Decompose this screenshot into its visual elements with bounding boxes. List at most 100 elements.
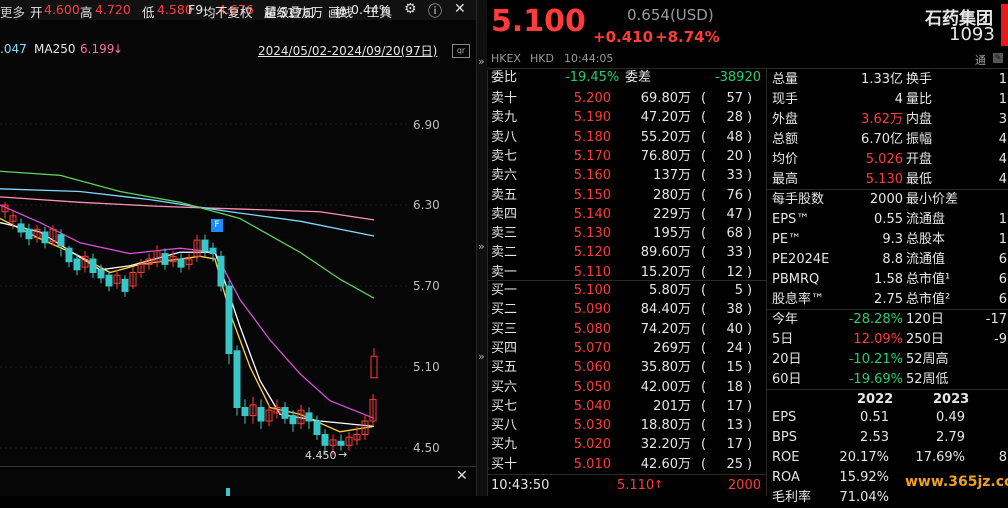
date-range[interactable]: 2024/05/02-2024/09/20(97日)	[258, 44, 438, 58]
order-row[interactable]: 卖四 5.140 229万 (47)	[487, 205, 767, 225]
paren-open: (	[701, 206, 707, 222]
stat-value: 8.8	[882, 252, 903, 267]
order-row[interactable]: 买九 5.020 32.20万 (17)	[487, 435, 767, 455]
order-row[interactable]: 买四 5.070 269万 (24)	[487, 339, 767, 359]
fin-value: 0.51	[860, 410, 889, 425]
candle-body	[209, 247, 217, 255]
candle-body	[9, 215, 17, 222]
low-label: 低	[142, 5, 155, 20]
order-row[interactable]: 买十 5.010 42.60万 (25)	[487, 455, 767, 475]
help-icon[interactable]: ⓘ	[428, 4, 442, 20]
panel-splitter[interactable]: » » »	[476, 0, 488, 496]
fin-value: 15.92%	[839, 470, 889, 485]
last-price: 5.100	[491, 4, 586, 39]
paren-close: )	[747, 340, 753, 356]
candle-body	[121, 278, 129, 292]
close-icon[interactable]: ✕	[454, 1, 466, 17]
ask-count: 33	[726, 245, 743, 261]
order-row[interactable]: 买一 5.100 5.80万 (5)	[487, 281, 767, 301]
order-row[interactable]: 卖十 5.200 69.80万 (57)	[487, 89, 767, 109]
adjust-icon[interactable]: qr	[452, 44, 470, 58]
ma250-line	[0, 196, 375, 221]
chart-menu: F9 不复权 超级叠加 画线 工具 ⚙ ⓘ ✕	[0, 0, 476, 20]
ask-label: 卖三	[491, 226, 518, 242]
order-row[interactable]: 卖八 5.180 55.20万 (48)	[487, 128, 767, 148]
expand-icon[interactable]: »	[478, 350, 485, 363]
stat-label-2: 最小价差	[906, 192, 959, 207]
candle-body	[321, 434, 329, 446]
bid-label: 买五	[491, 360, 518, 376]
order-row[interactable]: 卖六 5.160 137万 (33)	[487, 166, 767, 186]
order-row[interactable]: 买二 5.090 84.40万 (38)	[487, 300, 767, 320]
order-row[interactable]: 卖五 5.150 280万 (76)	[487, 186, 767, 206]
divider	[487, 474, 766, 475]
webi-value: -19.45%	[565, 70, 620, 85]
order-row[interactable]: 卖一 5.110 15.20万 (12)	[487, 263, 767, 283]
order-row[interactable]: 买五 5.060 35.80万 (15)	[487, 358, 767, 378]
order-row[interactable]: 买三 5.080 74.20万 (40)	[487, 320, 767, 340]
connect-label: 通	[975, 54, 986, 67]
more-menu[interactable]: 更多	[0, 5, 26, 20]
stat-row: 均价 5.026 开盘 4	[769, 150, 1008, 170]
bid-label: 买八	[491, 418, 518, 434]
stat-label: 今年	[772, 312, 799, 327]
open-value: 4.600	[44, 2, 80, 17]
candle-body	[217, 255, 225, 287]
close-icon[interactable]: ✕	[456, 468, 468, 484]
ask-volume: 89.60万	[640, 245, 691, 261]
bid-volume: 18.80万	[640, 418, 691, 434]
quote-header: 5.100 0.654(USD) +0.410 +8.74% 石药集团 1093…	[487, 0, 1008, 70]
fin-label: ROE	[772, 450, 800, 465]
bid-volume: 5.80万	[649, 283, 691, 298]
order-row[interactable]: 卖七 5.170 76.80万 (20)	[487, 147, 767, 167]
gear-icon[interactable]: ⚙	[404, 1, 417, 17]
adjust-menu[interactable]: 不复权	[215, 5, 253, 20]
candle-body	[337, 440, 345, 446]
ask-volume: 195万	[653, 226, 691, 242]
expand-icon[interactable]: »	[478, 240, 485, 253]
order-row[interactable]: 卖三 5.130 195万 (68)	[487, 224, 767, 244]
order-row[interactable]: 买六 5.050 42.00万 (18)	[487, 378, 767, 398]
fin-value: 20.17%	[839, 450, 889, 465]
candle-body	[89, 258, 97, 273]
order-row[interactable]: 买七 5.040 201万 (17)	[487, 397, 767, 417]
ma5-line	[0, 217, 375, 433]
ask-price: 5.170	[573, 148, 611, 164]
paren-open: (	[701, 418, 707, 434]
candle-body	[257, 407, 265, 422]
stat-label-2: 振幅	[906, 132, 933, 147]
stat-row: 最高 5.130 最低 4	[769, 170, 1008, 190]
draw-menu[interactable]: 画线	[328, 5, 354, 20]
turnover-value: 0.44%	[351, 2, 391, 17]
expand-icon[interactable]: »	[478, 55, 485, 68]
stat-row: PBMRQ 1.58 总市值¹ 6	[769, 270, 1008, 290]
wecha-label: 委差	[625, 70, 652, 85]
order-row[interactable]: 买八 5.030 18.80万 (13)	[487, 416, 767, 436]
ask-count: 76	[726, 187, 743, 203]
ask-count: 28	[726, 110, 743, 126]
candle-body	[145, 258, 153, 265]
stat-label: 总量	[772, 72, 799, 87]
paren-open: (	[701, 91, 707, 106]
order-row[interactable]: 委比 -19.45% 委差 -38920	[487, 68, 767, 88]
ask-volume: 55.20万	[640, 129, 691, 145]
candle-body	[177, 258, 185, 268]
tools-menu[interactable]: 工具	[367, 5, 393, 20]
order-row[interactable]: 10:43:50 5.110 2000	[487, 476, 767, 496]
kline-chart[interactable]: 更多 开 4.600 高 4.720 低 4.580 均 4.676 量 517…	[0, 0, 476, 496]
f9-button[interactable]: F9	[188, 2, 204, 17]
stat-value-2: 1	[998, 72, 1007, 87]
stat-row: 每手股数 2000 最小价差	[769, 190, 1008, 210]
order-row[interactable]: 卖九 5.190 47.20万 (28)	[487, 108, 767, 128]
ask-price: 5.110	[573, 264, 611, 280]
bid-volume: 269万	[653, 340, 691, 356]
ma-legend: .047 MA250 6.199 ↓ 2024/05/02-2024/09/20…	[0, 42, 476, 60]
event-flag-badge[interactable]: F	[211, 219, 223, 232]
price-change-pct: +8.74%	[655, 28, 720, 46]
edit-icon[interactable]: ✎	[993, 53, 1003, 63]
overlay-menu[interactable]: 超级叠加	[264, 5, 315, 20]
fin-value: 0.49	[936, 410, 965, 425]
paren-open: (	[701, 340, 707, 356]
candle-body	[113, 274, 121, 284]
order-row[interactable]: 卖二 5.120 89.60万 (33)	[487, 243, 767, 263]
